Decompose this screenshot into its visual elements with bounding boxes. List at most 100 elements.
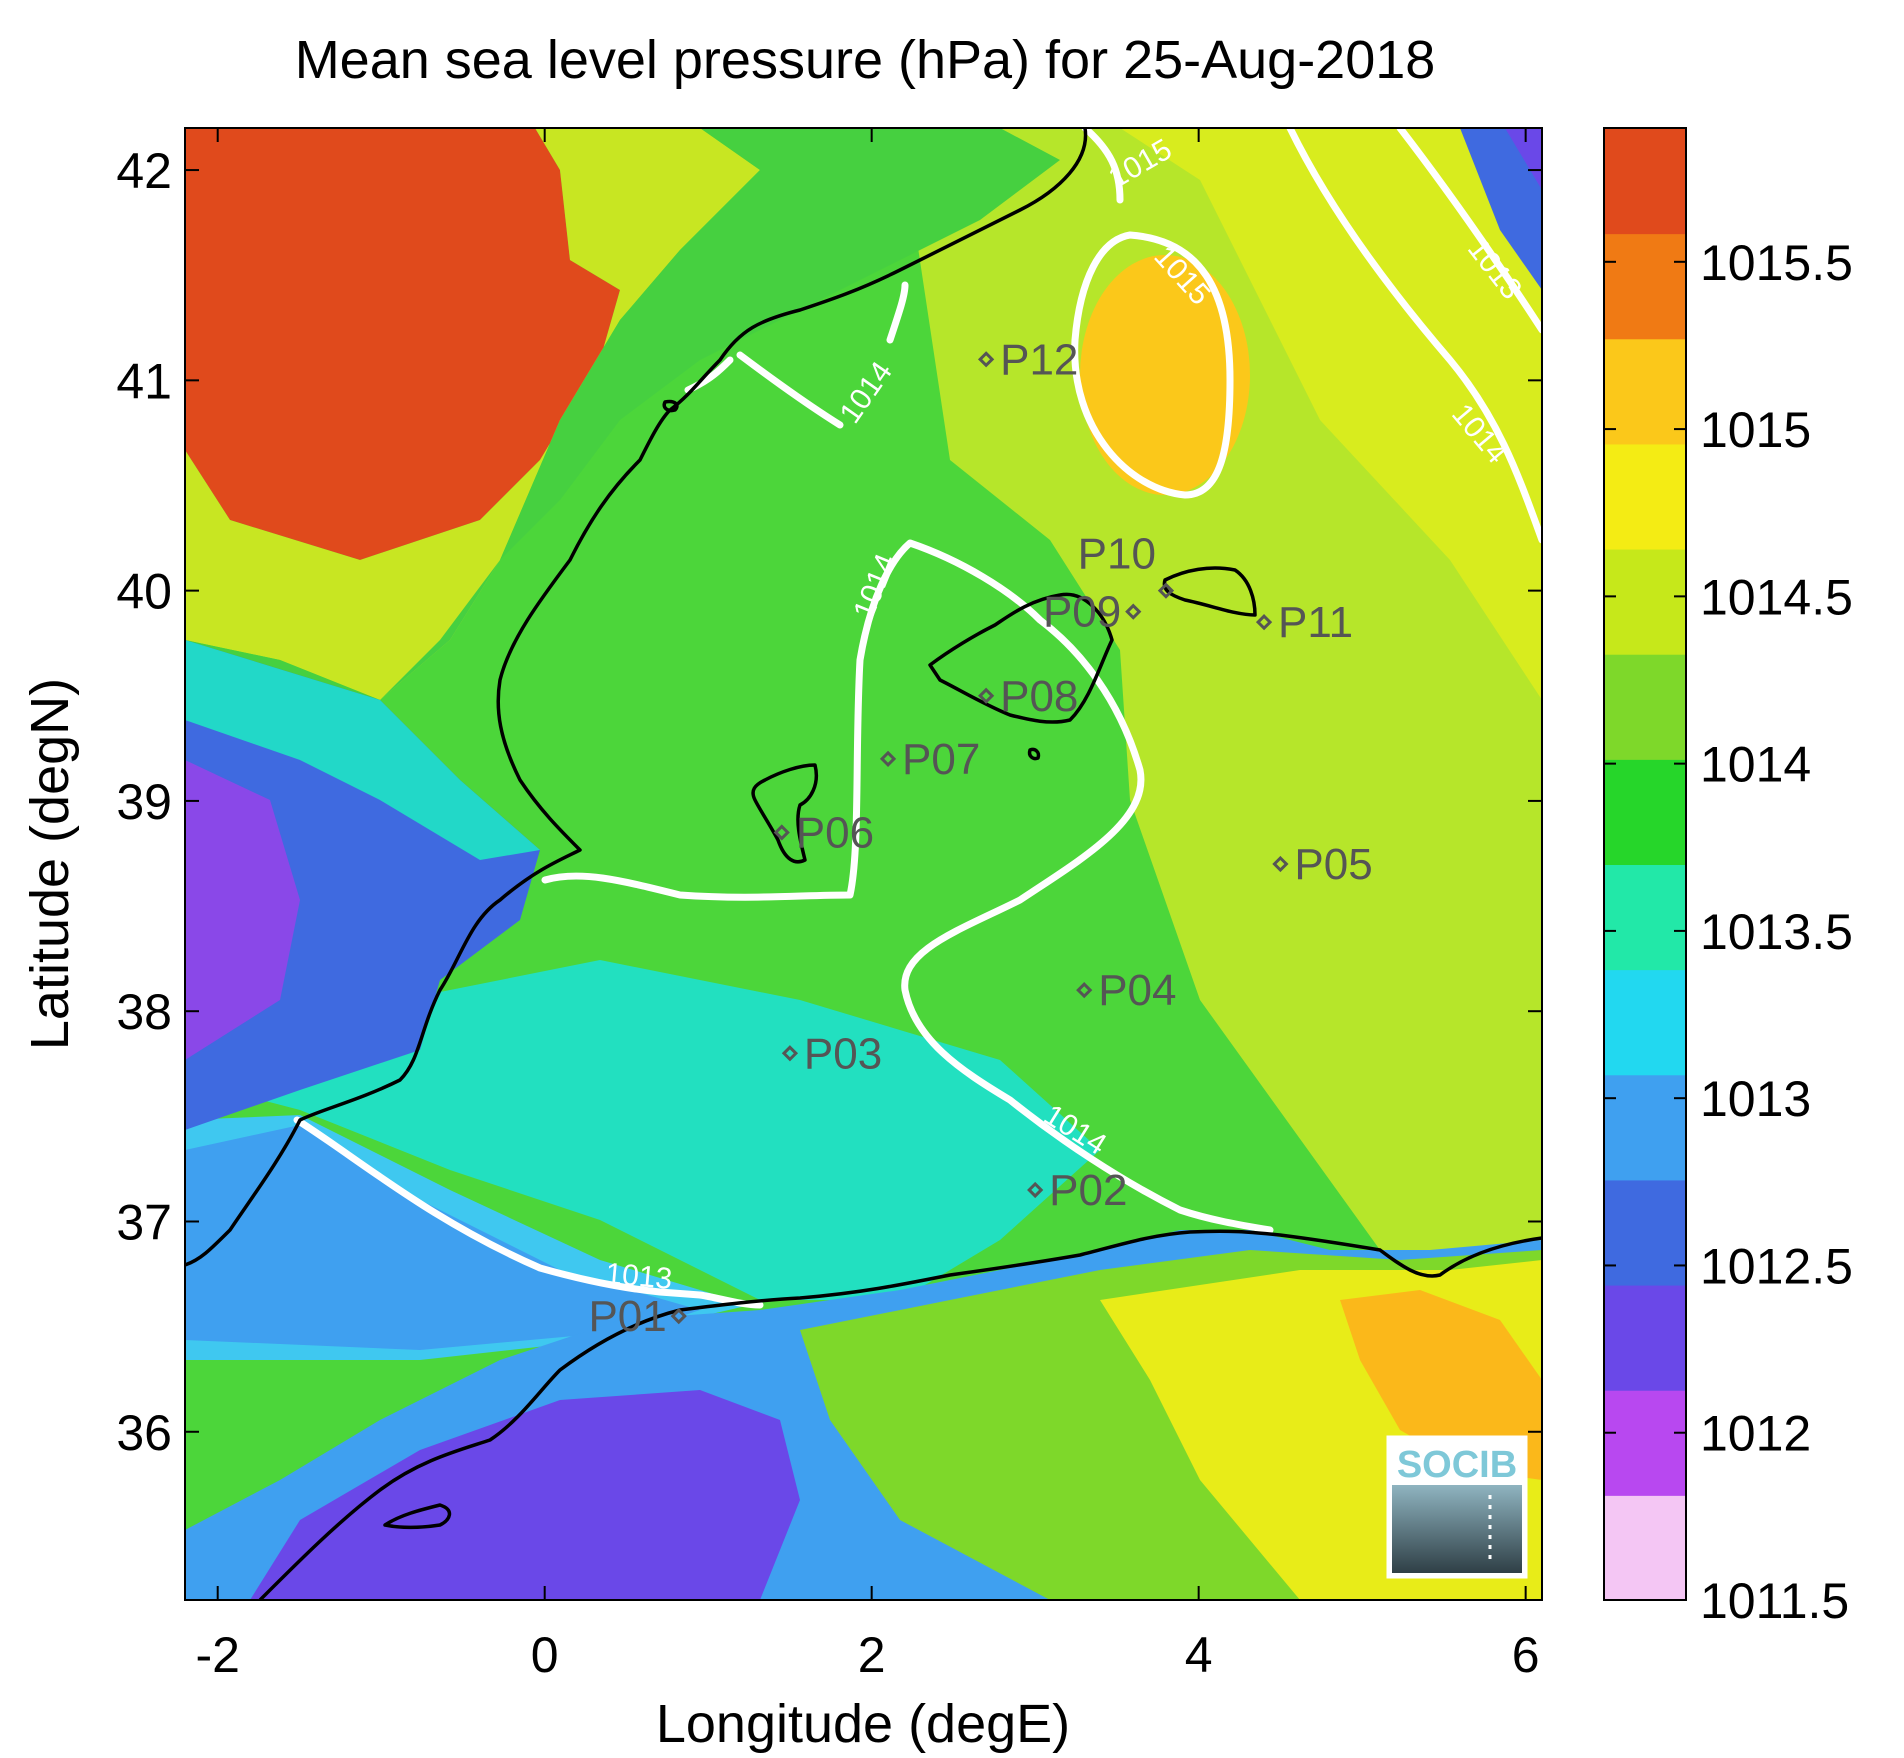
station-marker xyxy=(977,687,995,704)
land-iberia-transition xyxy=(185,128,760,700)
station-label: P02 xyxy=(1049,1166,1127,1215)
y-axis: 36 37 38 39 40 41 42 xyxy=(116,143,1542,1461)
coastline-columbretes xyxy=(662,399,679,413)
colorbar-band xyxy=(1604,338,1686,445)
station-label: P12 xyxy=(1000,335,1078,384)
y-tick-label: 42 xyxy=(116,143,172,199)
pressure-field-ne-inner xyxy=(1120,128,1542,700)
contour-label-1013-south: 1013 xyxy=(604,1257,673,1296)
colorbar-band xyxy=(1604,1179,1686,1286)
coastline-mallorca xyxy=(928,592,1114,724)
colorbar-band xyxy=(1604,969,1686,1076)
y-tick-label: 38 xyxy=(116,984,172,1040)
coastline-alboran xyxy=(383,1503,452,1529)
isobar-1015-east xyxy=(1081,128,1124,204)
colorbar-band xyxy=(1604,864,1686,971)
colorbar-band xyxy=(1604,128,1686,235)
coastline-iberia xyxy=(185,128,1088,1267)
map-frame xyxy=(184,127,1543,1601)
station-marker xyxy=(1027,1181,1044,1199)
pressure-field-ne-corner xyxy=(1460,128,1542,290)
station-marker xyxy=(1255,614,1273,631)
map-area: 1013 1013 1014 1014 1014 1014 1015 1015 … xyxy=(185,128,1542,1600)
station-label: P07 xyxy=(902,735,980,784)
station-label: P01 xyxy=(588,1292,666,1341)
isobar-1013-ne xyxy=(1396,128,1542,334)
x-axis-label: Longitude (degE) xyxy=(656,1694,1070,1754)
station-marker xyxy=(670,1307,687,1325)
station-label: P09 xyxy=(1043,588,1121,637)
station-marker xyxy=(773,824,790,841)
x-tick-label: -2 xyxy=(195,1627,239,1683)
colorbar-tick-label: 1012 xyxy=(1700,1406,1811,1462)
colorbar-tick-label: 1012.5 xyxy=(1700,1238,1853,1294)
y-tick-label: 37 xyxy=(116,1194,172,1250)
x-tick-label: 2 xyxy=(858,1627,886,1683)
colorbar-band xyxy=(1604,233,1686,340)
land-iberia-south-cyan xyxy=(185,640,540,860)
x-axis: -2 0 2 4 6 xyxy=(195,128,1540,1683)
station-marker xyxy=(977,351,995,368)
colorbar-band xyxy=(1604,548,1686,655)
coastline-cabrera xyxy=(1027,747,1041,761)
colorbar-band xyxy=(1604,1074,1686,1181)
colorbar-band xyxy=(1604,443,1686,550)
coastline-africa xyxy=(258,1229,1542,1600)
station-label: P11 xyxy=(1278,598,1353,647)
colorbar-band xyxy=(1604,1284,1686,1391)
colorbar-frame xyxy=(1603,127,1687,1601)
colorbar-band xyxy=(1604,653,1686,760)
station-label: P04 xyxy=(1098,966,1176,1015)
station-marker xyxy=(879,750,897,767)
colorbar-tick-label: 1015.5 xyxy=(1700,235,1853,291)
colorbar-band xyxy=(1604,1389,1686,1496)
y-tick-label: 41 xyxy=(116,353,172,409)
x-tick-label: 0 xyxy=(531,1627,559,1683)
colorbar-tick-label: 1013 xyxy=(1700,1071,1811,1127)
land-iberia-high xyxy=(185,128,620,560)
coastline-menorca xyxy=(1162,566,1257,617)
station-marker xyxy=(1076,982,1093,999)
isobar-1013-south xyxy=(293,1116,764,1309)
station-label: P08 xyxy=(1000,672,1078,721)
coastline-ibiza xyxy=(751,763,818,864)
isobar-1014-ne xyxy=(1286,128,1542,544)
socib-logo-text: SOCIB xyxy=(1397,1444,1517,1486)
colorbar-tick-label: 1013.5 xyxy=(1700,904,1853,960)
isobar-1014-north xyxy=(736,281,909,429)
land-iberia-south xyxy=(185,640,540,1130)
colorbar-tick-label: 1014.5 xyxy=(1700,569,1853,625)
colorbar-tick-label: 1015 xyxy=(1700,402,1811,458)
y-tick-label: 39 xyxy=(116,774,172,830)
colorbar-ticks: 1011.5 1012 1012.5 1013 1013.5 1014 1014.5 1015… xyxy=(1604,235,1853,1629)
land-iberia-south-violet xyxy=(185,760,300,1060)
stations: P01 P02 P03 P04 P05 P06 P07 P08 P09 P10 P11 P12 xyxy=(588,335,1372,1341)
land-iberia-green xyxy=(185,128,1060,700)
x-tick-label: 4 xyxy=(1185,1627,1213,1683)
station-marker xyxy=(1272,855,1289,873)
land-africa-orange-patch xyxy=(1340,1290,1542,1480)
isobar-1014-main xyxy=(541,539,1274,1234)
x-tick-label: 6 xyxy=(1512,1627,1540,1683)
colorbar-band xyxy=(1604,758,1686,865)
pressure-field-sw-blue xyxy=(185,1125,700,1350)
station-marker xyxy=(1157,582,1175,599)
land-africa-violet xyxy=(250,1390,800,1600)
socib-logo: SOCIB xyxy=(1386,1435,1528,1579)
colorbar-tick-label: 1011.5 xyxy=(1700,1573,1849,1629)
station-marker xyxy=(1125,603,1142,620)
colorbar: 1011.5 1012 1012.5 1013 1013.5 1014 1014.5 1015… xyxy=(1603,127,1853,1629)
pressure-high-core xyxy=(1080,255,1250,495)
y-tick-label: 40 xyxy=(116,564,172,620)
colorbar-tick-label: 1014 xyxy=(1700,737,1811,793)
station-label: P05 xyxy=(1294,840,1372,889)
colorbar-band xyxy=(1604,1494,1686,1600)
station-label: P06 xyxy=(796,808,874,857)
y-axis-label: Latitude (degN) xyxy=(20,678,80,1050)
isobar-1015-ellipse xyxy=(1071,231,1234,499)
station-label: P10 xyxy=(1078,530,1156,579)
coastlines xyxy=(185,128,1542,1600)
station-marker xyxy=(781,1045,799,1062)
isobars xyxy=(293,128,1542,1309)
